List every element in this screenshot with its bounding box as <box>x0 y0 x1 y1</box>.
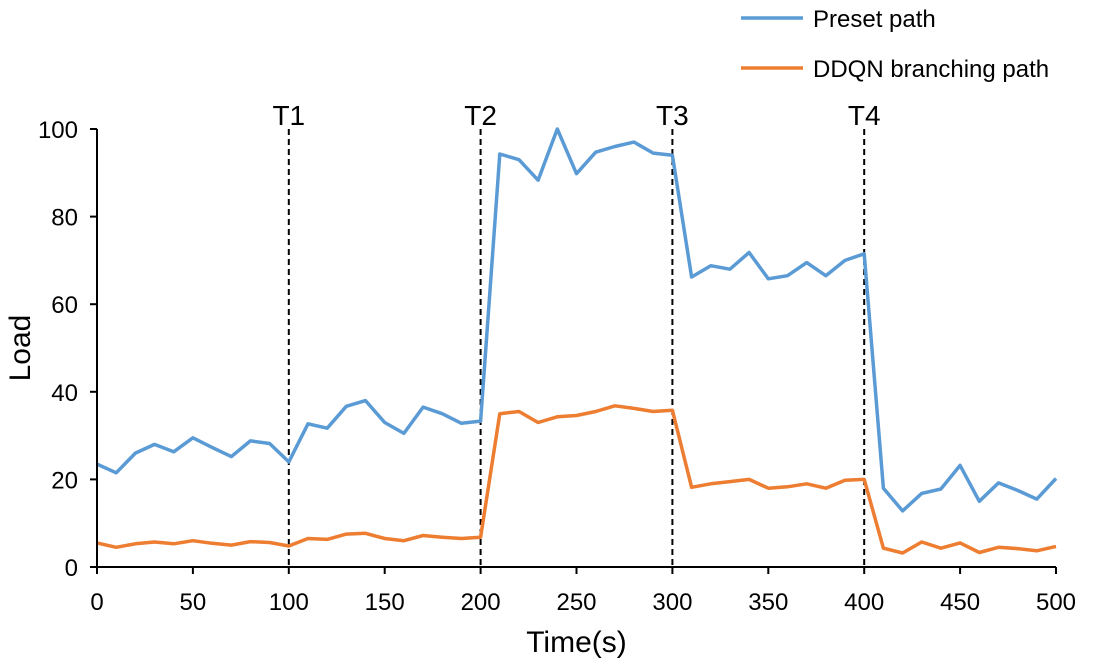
legend-label-2: DDQN branching path <box>813 56 1049 83</box>
x-tick-label: 500 <box>1036 589 1076 616</box>
y-tick-label: 100 <box>38 117 78 144</box>
series-lines <box>96 127 1058 555</box>
x-tick-label: 350 <box>748 589 788 616</box>
y-tick-label: 60 <box>51 292 78 319</box>
y-tick-label: 40 <box>51 380 78 407</box>
marker-label-t4: T4 <box>848 100 881 131</box>
x-tick-label: 100 <box>269 589 309 616</box>
marker-label-t1: T1 <box>272 100 305 131</box>
x-tick-label: 250 <box>556 589 596 616</box>
x-tick-label: 300 <box>652 589 692 616</box>
y-axis-title: Load <box>4 315 37 382</box>
x-tick-label: 400 <box>844 589 884 616</box>
series-line-1 <box>96 127 1058 513</box>
y-tick-label: 0 <box>65 555 78 582</box>
y-tick-label: 80 <box>51 205 78 232</box>
x-tick-label: 200 <box>461 589 501 616</box>
x-tick-label: 0 <box>90 589 103 616</box>
legend: Preset path DDQN branching path <box>741 6 1049 83</box>
series-line-2 <box>96 404 1057 555</box>
x-tick-label: 50 <box>180 589 207 616</box>
tick-labels: 0 50 100 150 200 250 300 350 400 450 500 0 20 40 60 80 1… <box>38 117 1076 616</box>
x-axis-title: Time(s) <box>526 626 627 659</box>
x-tick-label: 150 <box>365 589 405 616</box>
legend-label-1: Preset path <box>813 6 936 33</box>
time-markers: T1 T2 T3 T4 <box>272 100 881 567</box>
marker-label-t2: T2 <box>464 100 497 131</box>
x-tick-label: 450 <box>940 589 980 616</box>
y-tick-label: 20 <box>51 467 78 494</box>
marker-label-t3: T3 <box>656 100 689 131</box>
